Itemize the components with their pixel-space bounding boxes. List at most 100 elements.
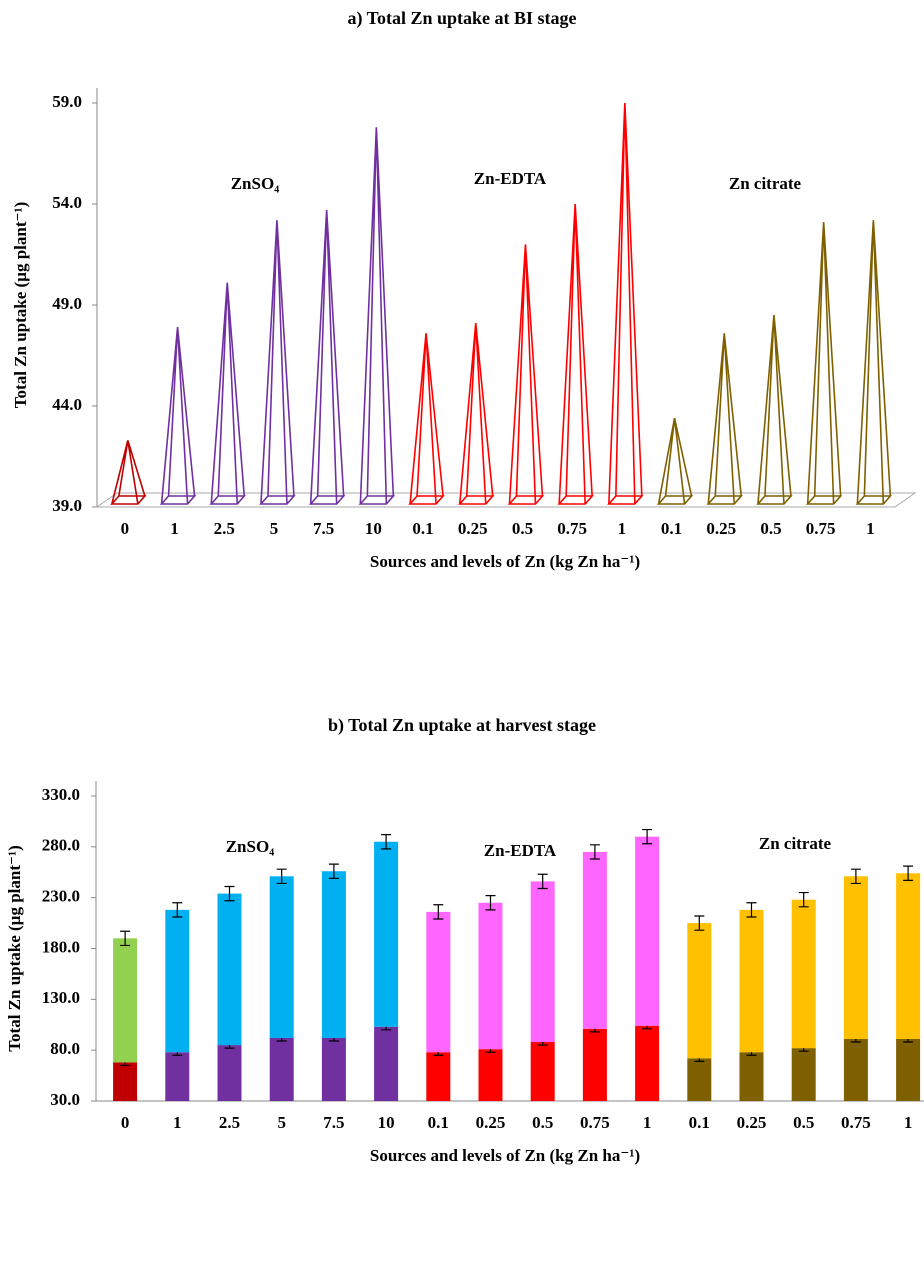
bar-segment bbox=[791, 899, 816, 1049]
x-tick-label: 10 bbox=[378, 1113, 395, 1132]
chart-title: b) Total Zn uptake at harvest stage bbox=[328, 715, 596, 736]
bar-segment bbox=[165, 1052, 190, 1101]
error-bar bbox=[850, 868, 861, 885]
x-axis-title: Sources and levels of Zn (kg Zn ha⁻¹) bbox=[370, 552, 640, 571]
x-tick-label: 0.75 bbox=[841, 1113, 871, 1132]
bar-segment bbox=[374, 841, 399, 1027]
bar-segment bbox=[896, 873, 921, 1039]
y-tick-label: 44.0 bbox=[52, 395, 82, 414]
bar-segment bbox=[687, 923, 712, 1059]
y-axis-title: Total Zn uptake (µg plant⁻¹) bbox=[11, 202, 30, 409]
bar-segment bbox=[582, 851, 607, 1029]
x-tick-label: 0.25 bbox=[706, 519, 736, 538]
y-tick-label: 280.0 bbox=[42, 836, 80, 855]
x-tick-label: 1 bbox=[904, 1113, 913, 1132]
x-tick-label: 0 bbox=[121, 1113, 130, 1132]
pyramid bbox=[209, 282, 247, 505]
x-tick-label: 0.5 bbox=[760, 519, 781, 538]
pyramid bbox=[457, 323, 495, 505]
y-tick-label: 180.0 bbox=[42, 937, 80, 956]
bar-segment bbox=[582, 1028, 607, 1101]
error-bar bbox=[746, 902, 757, 918]
error-bar bbox=[381, 834, 392, 850]
pyramid bbox=[259, 220, 296, 505]
bar-segment bbox=[217, 1045, 242, 1101]
bar-segment bbox=[739, 1052, 764, 1101]
bar-segment bbox=[269, 876, 294, 1038]
bar-segment bbox=[530, 881, 555, 1043]
group-label: Zn citrate bbox=[729, 174, 802, 193]
bar-segment bbox=[217, 893, 242, 1046]
bar-segment bbox=[687, 1058, 712, 1101]
y-tick-label: 130.0 bbox=[42, 988, 80, 1007]
x-tick-label: 0.1 bbox=[412, 519, 433, 538]
x-tick-label: 5 bbox=[270, 519, 279, 538]
y-tick-label: 49.0 bbox=[52, 294, 82, 313]
bar-segment bbox=[478, 902, 503, 1050]
bar-segment bbox=[530, 1042, 555, 1101]
x-tick-label: 0.75 bbox=[806, 519, 836, 538]
pyramid bbox=[358, 127, 396, 505]
bar-segment bbox=[896, 1038, 921, 1101]
x-tick-label: 0.25 bbox=[476, 1113, 506, 1132]
bar-segment bbox=[843, 876, 868, 1039]
x-tick-label: 1 bbox=[643, 1113, 652, 1132]
x-tick-label: 0.25 bbox=[458, 519, 488, 538]
bar-segment bbox=[791, 1048, 816, 1101]
bar-segment bbox=[843, 1038, 868, 1101]
error-bar bbox=[172, 902, 183, 918]
y-tick-label: 30.0 bbox=[50, 1090, 80, 1109]
y-tick-label: 59.0 bbox=[52, 92, 82, 111]
x-tick-label: 1 bbox=[173, 1113, 182, 1132]
pyramid bbox=[159, 327, 197, 505]
y-axis-title: Total Zn uptake (µg plant⁻¹) bbox=[5, 845, 24, 1052]
error-bar bbox=[589, 844, 600, 860]
x-tick-label: 0.75 bbox=[580, 1113, 610, 1132]
bar-segment bbox=[374, 1026, 399, 1101]
pyramid bbox=[706, 333, 744, 505]
error-bar bbox=[224, 885, 235, 902]
pyramid bbox=[855, 220, 893, 505]
bar-segment bbox=[635, 1025, 660, 1101]
x-tick-label: 0.25 bbox=[737, 1113, 767, 1132]
x-axis-title: Sources and levels of Zn (kg Zn ha⁻¹) bbox=[370, 1146, 640, 1165]
error-bar bbox=[798, 891, 809, 908]
x-tick-label: 0.1 bbox=[661, 519, 682, 538]
chart-title: a) Total Zn uptake at BI stage bbox=[347, 8, 576, 29]
error-bar bbox=[276, 868, 287, 885]
x-tick-label: 0.75 bbox=[557, 519, 587, 538]
y-tick-label: 54.0 bbox=[52, 193, 82, 212]
bar-segment bbox=[426, 911, 451, 1053]
error-bar bbox=[433, 904, 444, 920]
bar-segment bbox=[635, 836, 660, 1026]
pyramid bbox=[408, 333, 445, 505]
error-bar bbox=[485, 895, 496, 911]
bar-segment bbox=[165, 909, 190, 1053]
error-bar bbox=[328, 863, 339, 879]
bar-segment bbox=[113, 1062, 138, 1101]
error-bar bbox=[694, 915, 705, 931]
x-tick-label: 2.5 bbox=[219, 1113, 240, 1132]
pyramid bbox=[607, 102, 644, 505]
x-tick-label: 7.5 bbox=[323, 1113, 344, 1132]
y-tick-label: 80.0 bbox=[50, 1039, 80, 1058]
y-tick-label: 330.0 bbox=[42, 785, 80, 804]
bar-segment bbox=[113, 938, 138, 1063]
x-tick-label: 0.5 bbox=[532, 1113, 553, 1132]
pyramid bbox=[507, 244, 545, 505]
x-tick-label: 1 bbox=[866, 519, 875, 538]
x-tick-label: 0.5 bbox=[793, 1113, 814, 1132]
group-label: Zn-EDTA bbox=[474, 169, 547, 188]
bar-segment bbox=[426, 1052, 451, 1101]
bar-segment bbox=[269, 1037, 294, 1101]
x-tick-label: 0.5 bbox=[512, 519, 533, 538]
group-label: ZnSO₄ bbox=[226, 837, 275, 856]
bar-segment bbox=[739, 909, 764, 1053]
bar-segment bbox=[478, 1049, 503, 1101]
x-tick-label: 5 bbox=[277, 1113, 286, 1132]
x-tick-label: 10 bbox=[365, 519, 382, 538]
pyramid bbox=[110, 440, 147, 505]
pyramid bbox=[756, 315, 793, 505]
group-label: Zn citrate bbox=[759, 834, 832, 853]
x-tick-label: 1 bbox=[170, 519, 179, 538]
